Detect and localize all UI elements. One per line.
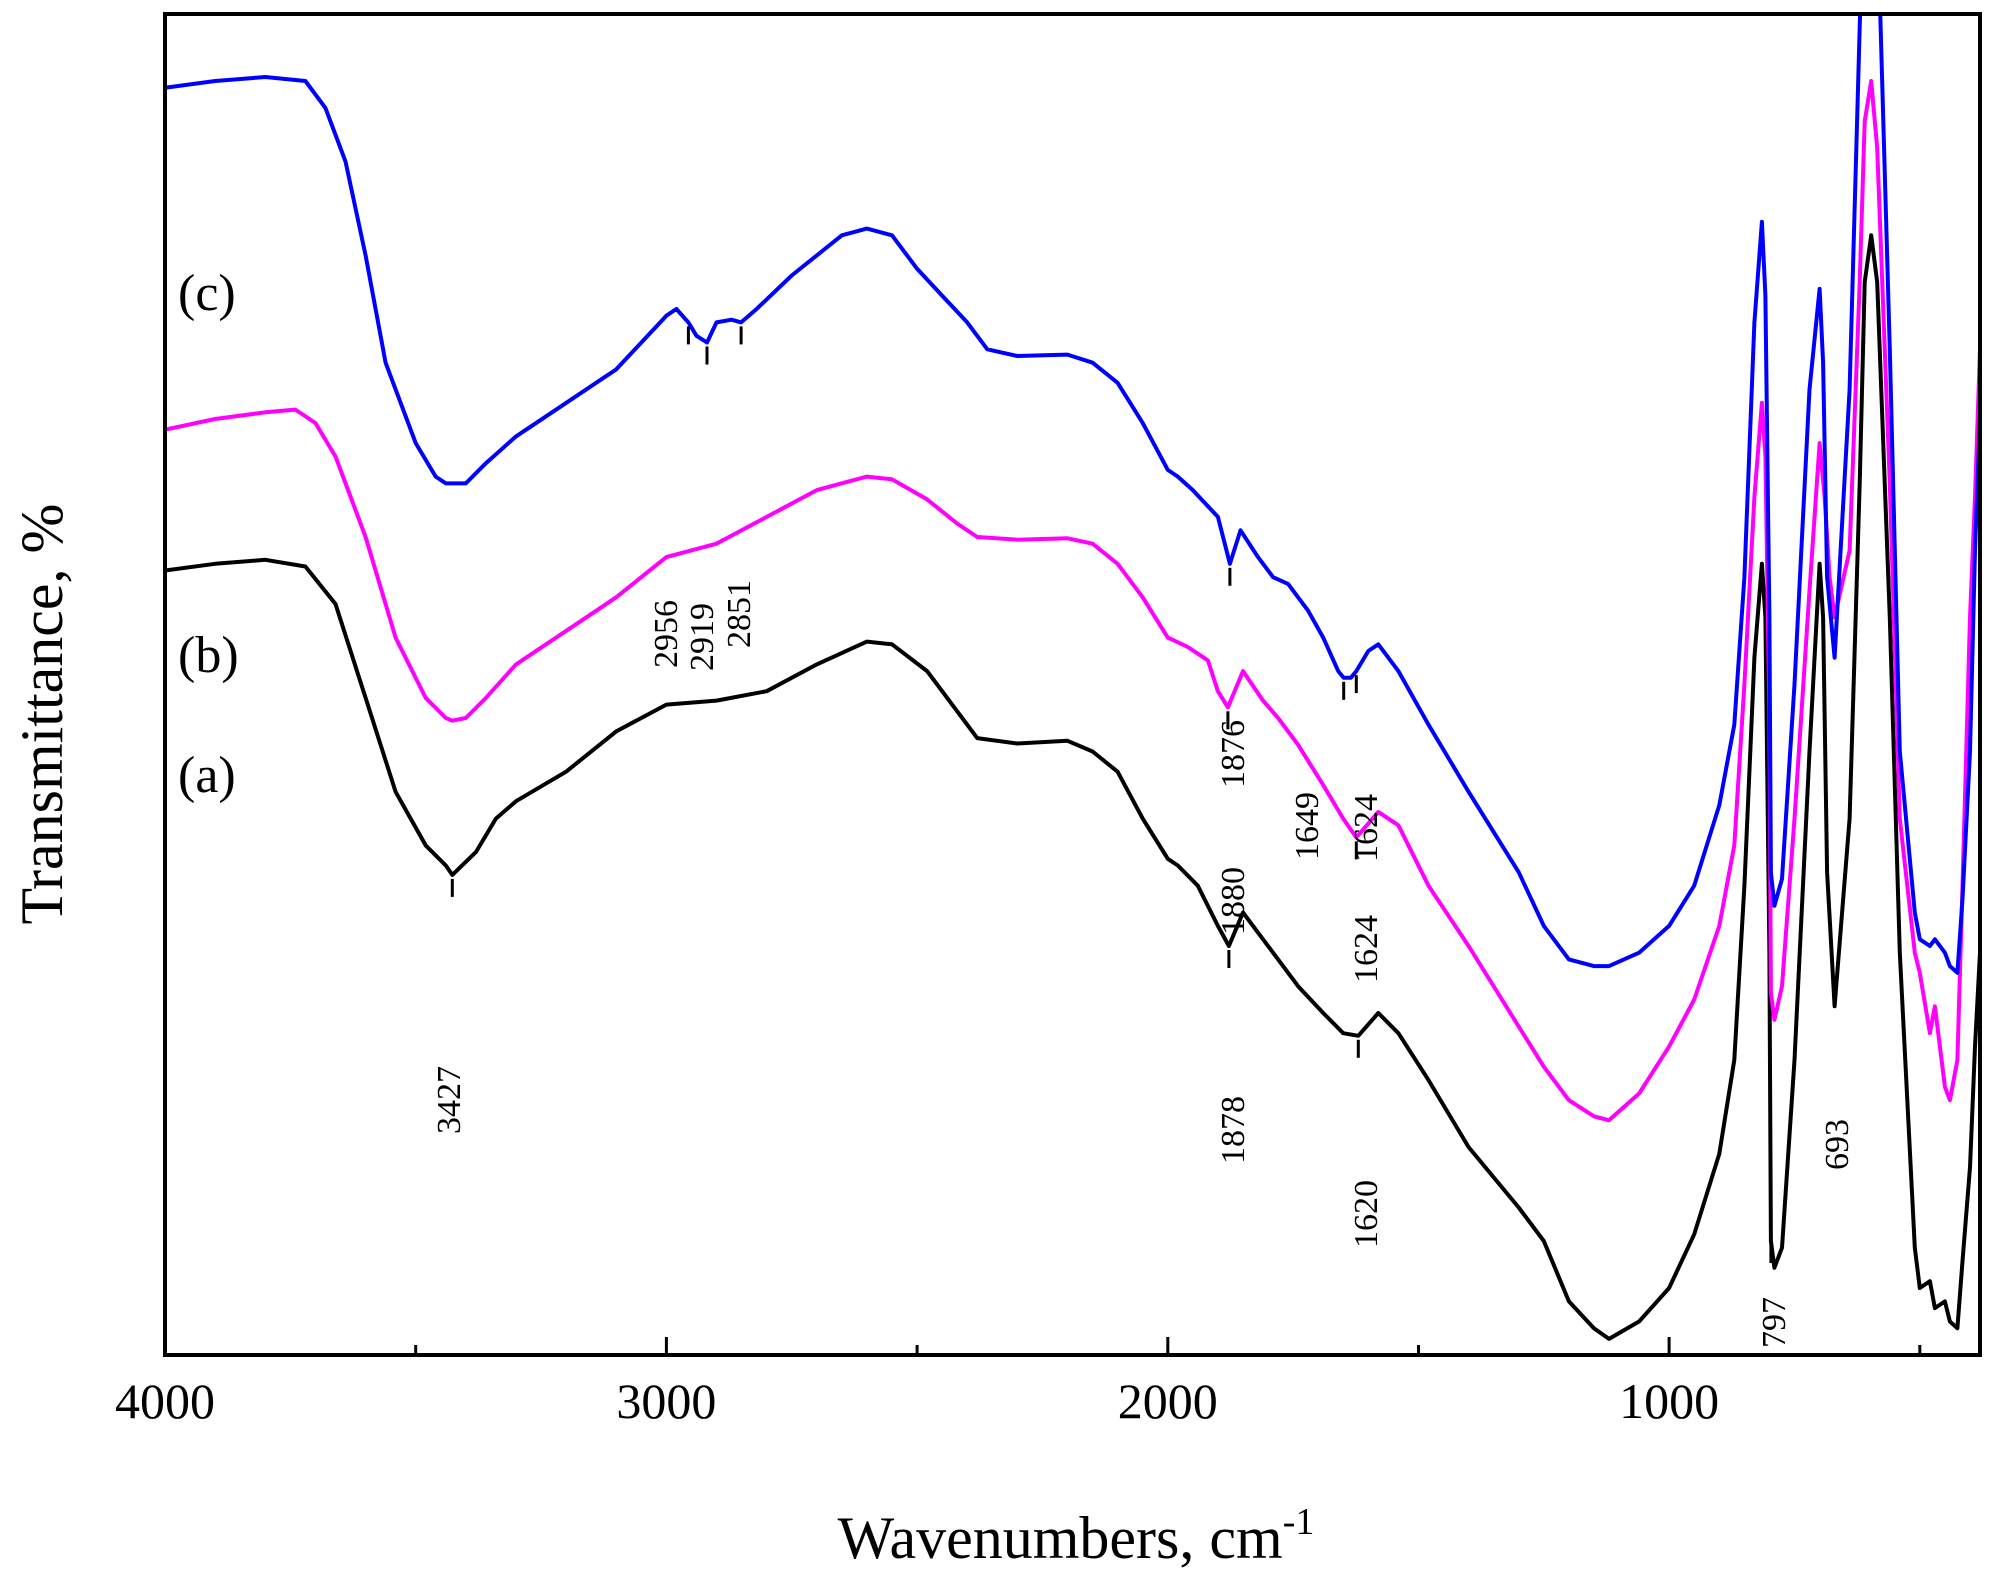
peak-label-b-1880: 1880 bbox=[1215, 867, 1252, 935]
series-line-b bbox=[165, 79, 1980, 1123]
peak-label-c-2851: 2851 bbox=[721, 580, 758, 648]
x-axis-title-text: Wavenumbers, cm bbox=[838, 1505, 1283, 1571]
x-tick-label-3000: 3000 bbox=[616, 1373, 716, 1429]
x-axis-title: Wavenumbers, cm-1 bbox=[838, 1501, 1315, 1571]
x-tick-layer: 4000 3000 2000 1000 bbox=[115, 1337, 1922, 1429]
peak-label-a-693: 693 bbox=[1819, 1119, 1856, 1170]
plot-frame bbox=[163, 12, 1982, 1357]
peak-label-a-797: 797 bbox=[1756, 1297, 1793, 1348]
peak-labels: 3427 1878 1620 797 693 1880 1624 2956 29… bbox=[431, 580, 1856, 1348]
peak-leader-layer bbox=[450, 326, 1825, 1263]
peak-label-c-1624: 1624 bbox=[1348, 794, 1385, 862]
series-label-a: (a) bbox=[178, 747, 236, 804]
peak-label-a-1878: 1878 bbox=[1215, 1096, 1252, 1164]
peak-label-a-1620: 1620 bbox=[1348, 1180, 1385, 1248]
x-tick-label-4000: 4000 bbox=[115, 1373, 215, 1429]
peak-label-c-1649: 1649 bbox=[1289, 792, 1326, 860]
peak-label-a-3427: 3427 bbox=[431, 1066, 468, 1134]
series-label-c: (c) bbox=[178, 265, 236, 322]
series-layer bbox=[165, 14, 1980, 1341]
y-axis-title: Transmittance, % bbox=[9, 503, 75, 924]
peak-label-c-2919: 2919 bbox=[684, 603, 721, 671]
peak-label-c-1876: 1876 bbox=[1215, 720, 1252, 788]
x-tick-label-2000: 2000 bbox=[1118, 1373, 1218, 1429]
peak-label-c-2956: 2956 bbox=[648, 600, 685, 668]
series-line-c bbox=[165, 14, 1980, 975]
series-line-a bbox=[165, 233, 1980, 1341]
peak-label-b-1624: 1624 bbox=[1348, 915, 1385, 983]
series-label-b: (b) bbox=[178, 627, 239, 684]
x-tick-label-1000: 1000 bbox=[1619, 1373, 1719, 1429]
x-axis-title-superscript: -1 bbox=[1283, 1501, 1315, 1543]
